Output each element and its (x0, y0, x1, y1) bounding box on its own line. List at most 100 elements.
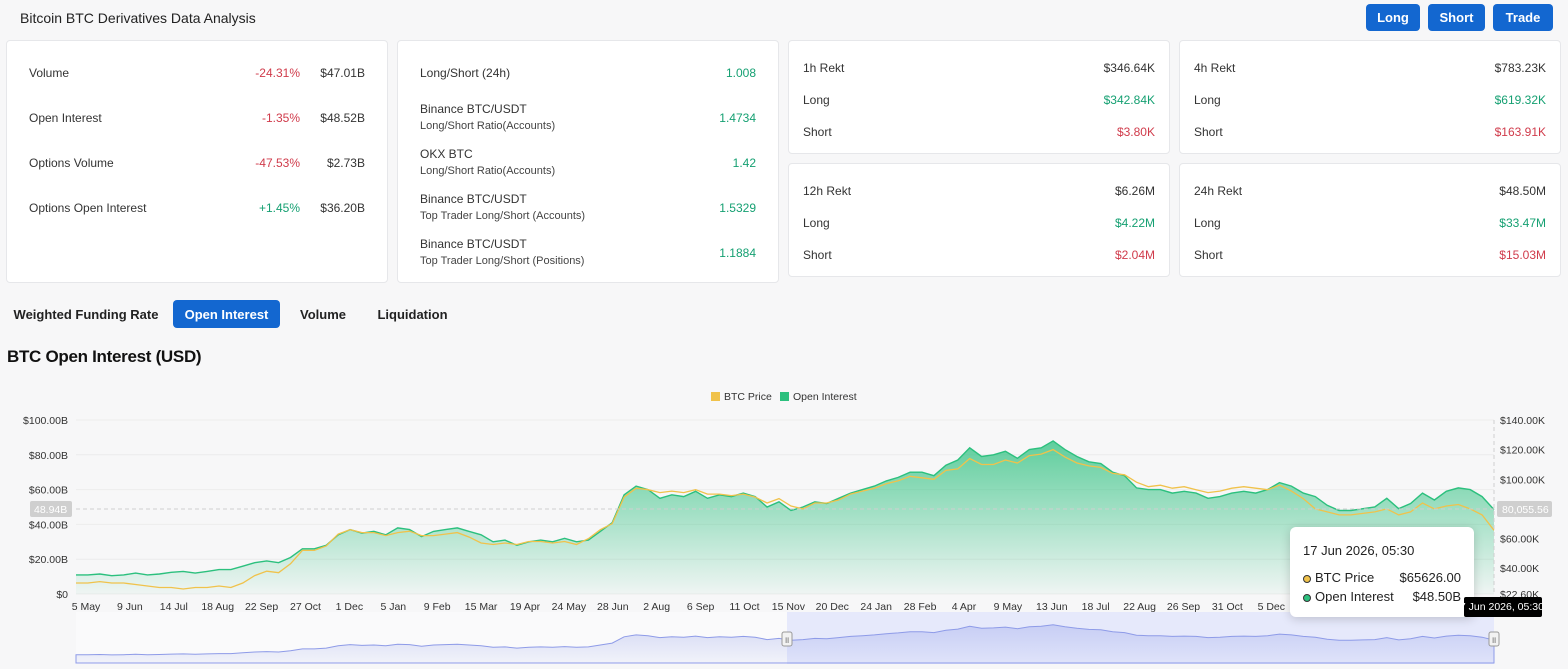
x-tick-label: 5 Jan (380, 601, 406, 613)
open-interest-area (76, 440, 1494, 594)
tab-weighted-funding-rate[interactable]: Weighted Funding Rate (13, 306, 159, 322)
x-tick-label: 31 Oct (1212, 601, 1243, 613)
time-badge-text: 17 Jun 2026, 05:30 (1464, 601, 1542, 613)
navigator-handle-left[interactable] (781, 631, 793, 647)
oi-dot-icon (1303, 593, 1311, 602)
y-right-tick-label: $120.00K (1500, 445, 1545, 457)
tooltip-row-price: BTC Price $65626.00 (1303, 570, 1461, 585)
ratio-label: Binance BTC/USDT (420, 192, 527, 206)
rekt-total: $346.64K (1103, 61, 1155, 75)
long-button[interactable]: Long (1366, 4, 1420, 31)
short-button[interactable]: Short (1428, 4, 1485, 31)
x-tick-label: 13 Jun (1036, 601, 1068, 613)
y-left-tick-label: $20.00B (29, 554, 68, 566)
tooltip-oi-label: Open Interest (1315, 589, 1394, 604)
y-right-tick-label: $100.00K (1500, 474, 1545, 486)
ratio-value: 1.008 (725, 66, 756, 80)
rekt-title: 12h Rekt (803, 184, 852, 198)
x-tick-label: 9 Feb (424, 601, 451, 613)
ratio-sublabel: Top Trader Long/Short (Positions) (420, 255, 585, 267)
rekt-total: $783.23K (1494, 61, 1546, 75)
y-left-tick-label: $100.00B (23, 415, 68, 427)
x-tick-label: 20 Dec (816, 601, 849, 613)
x-tick-label: 14 Jul (160, 601, 188, 613)
summary-value: $48.52B (320, 111, 365, 125)
ratio-value: 1.1884 (719, 246, 756, 260)
legend-btc-price[interactable]: BTC Price (724, 391, 772, 403)
x-tick-label: 11 Oct (729, 601, 759, 613)
rekt-long-value: $33.47M (1499, 216, 1546, 230)
x-tick-label: 15 Mar (465, 601, 498, 613)
y-left-tick-label: $0 (56, 589, 68, 601)
x-tick-label: 28 Feb (904, 601, 937, 613)
summary-value: $36.20B (320, 201, 365, 215)
rekt-short-label: Short (803, 125, 832, 139)
price-dot-icon (1303, 574, 1311, 583)
summary-label: Open Interest (29, 111, 102, 125)
page-title: Bitcoin BTC Derivatives Data Analysis (20, 10, 256, 26)
crosshair-left-label: 48.94B (34, 504, 67, 516)
tooltip-price-value: $65626.00 (1399, 570, 1461, 585)
x-tick-label: 15 Nov (772, 601, 806, 613)
rekt-long-label: Long (1194, 93, 1221, 107)
summary-change: -1.35% (261, 111, 300, 125)
y-left-tick-label: $40.00B (29, 519, 68, 531)
top-bar: Bitcoin BTC Derivatives Data Analysis Lo… (0, 0, 1568, 36)
rekt-short-label: Short (1194, 125, 1223, 139)
rekt-card-1h: 1h Rekt $346.64K Long $342.84K Short $3.… (788, 40, 1170, 154)
rekt-total: $6.26M (1114, 184, 1155, 198)
btc-price-line (76, 448, 1495, 590)
x-tick-label: 24 May (552, 601, 587, 613)
legend-swatch-btc-price[interactable] (711, 392, 720, 401)
rekt-long-value: $342.84K (1103, 93, 1155, 107)
open-interest-line (76, 440, 1495, 577)
y-right-tick-label: $60.00K (1500, 534, 1539, 546)
crosshair-right-badge (1497, 501, 1552, 517)
rekt-long-value: $619.32K (1494, 93, 1546, 107)
tooltip-oi-value: $48.50B (1412, 589, 1461, 604)
rekt-short-label: Short (803, 248, 832, 262)
rekt-short-value: $2.04M (1114, 248, 1155, 262)
x-tick-label: 2 Aug (643, 601, 670, 613)
rekt-total: $48.50M (1499, 184, 1546, 198)
long-short-ratio-card: Long/Short (24h) 1.008 Binance BTC/USDT L… (397, 40, 779, 283)
rekt-title: 24h Rekt (1194, 184, 1243, 198)
navigator-handle-right[interactable] (1488, 631, 1500, 647)
ratio-value: 1.42 (732, 156, 756, 170)
time-badge: 17 Jun 2026, 05:30 (1464, 597, 1542, 617)
x-tick-label: 4 Apr (952, 601, 977, 613)
summary-change: +1.45% (258, 201, 300, 215)
y-left-tick-label: $60.00B (29, 485, 68, 497)
tooltip-title: 17 Jun 2026, 05:30 (1303, 543, 1415, 558)
rekt-card-24h: 24h Rekt $48.50M Long $33.47M Short $15.… (1179, 163, 1561, 277)
rekt-short-value: $3.80K (1116, 125, 1155, 139)
x-tick-label: 27 Oct (290, 601, 321, 613)
legend-swatch-open-interest[interactable] (780, 392, 789, 401)
x-tick-label: 18 Jul (1082, 601, 1110, 613)
x-tick-label: 6 Sep (687, 601, 715, 613)
x-tick-label: 26 Sep (1167, 601, 1200, 613)
x-tick-label: 18 Aug (201, 601, 234, 613)
tab-volume[interactable]: Volume (300, 306, 346, 322)
summary-label: Options Volume (29, 156, 114, 170)
rekt-long-label: Long (803, 216, 830, 230)
crosshair-right-label: 80,055.56 (1502, 504, 1549, 516)
rekt-long-label: Long (1194, 216, 1221, 230)
ratio-sublabel: Long/Short Ratio(Accounts) (420, 165, 556, 177)
rekt-short-label: Short (1194, 248, 1223, 262)
legend-open-interest[interactable]: Open Interest (793, 391, 857, 403)
x-tick-label: 19 Apr (510, 601, 541, 613)
rekt-title: 4h Rekt (1194, 61, 1236, 75)
tab-liquidation[interactable]: Liquidation (377, 306, 448, 322)
ratio-label: Binance BTC/USDT (420, 102, 527, 116)
chart-tooltip: 17 Jun 2026, 05:30 BTC Price $65626.00 O… (1290, 527, 1474, 617)
y-right-tick-label: $140.00K (1500, 415, 1545, 427)
summary-value: $47.01B (320, 66, 365, 80)
tab-open-interest[interactable]: Open Interest (173, 300, 280, 328)
x-tick-label: 22 Aug (1123, 601, 1156, 613)
rekt-long-label: Long (803, 93, 830, 107)
trade-button[interactable]: Trade (1493, 4, 1553, 31)
ratio-sublabel: Long/Short Ratio(Accounts) (420, 120, 556, 132)
tooltip-row-oi: Open Interest $48.50B (1303, 589, 1461, 604)
